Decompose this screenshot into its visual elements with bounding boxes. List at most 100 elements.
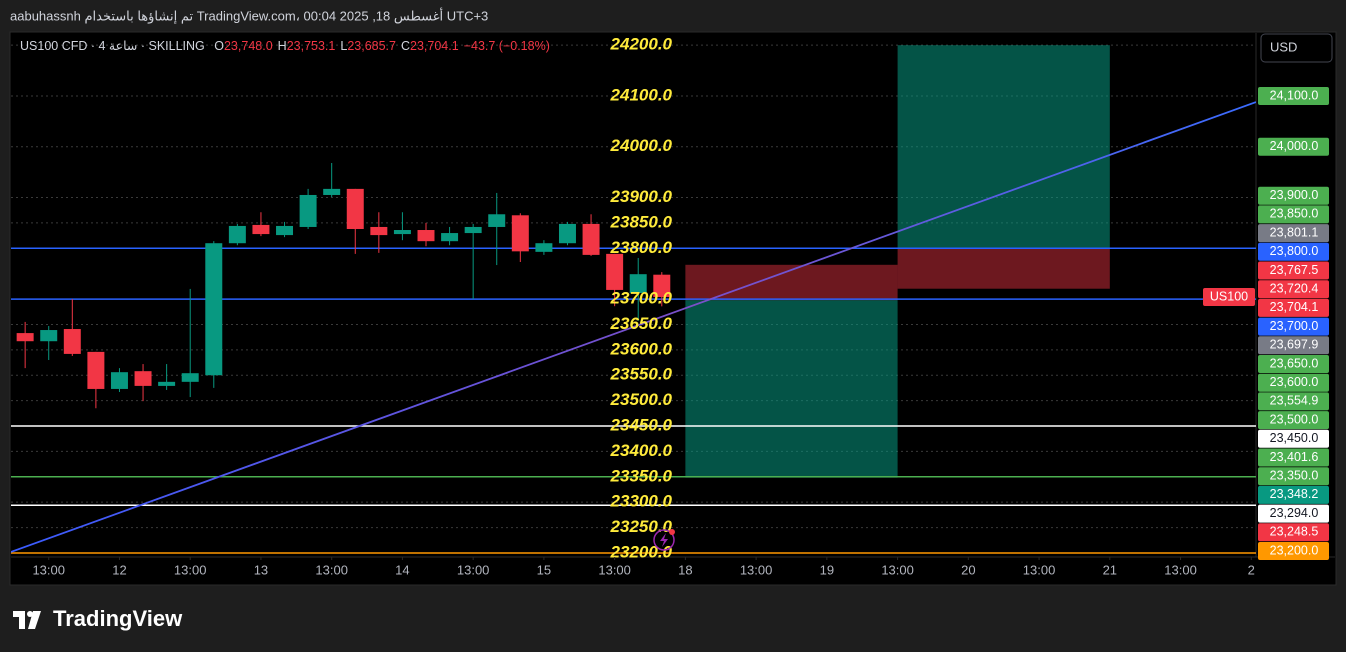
price-badge — [1258, 298, 1329, 317]
price-badge — [1258, 280, 1329, 299]
price-badge — [1258, 373, 1329, 392]
candle-body — [346, 188, 364, 229]
brand: TradingView — [53, 606, 183, 631]
price-badge — [1258, 411, 1329, 430]
candle-body — [276, 225, 294, 236]
candle-body — [488, 214, 506, 227]
trendline-layer — [11, 101, 1256, 553]
legend-key: L — [340, 39, 347, 53]
legend-value: 23,748.0 — [224, 39, 273, 53]
candle-body — [535, 243, 553, 252]
candle-body — [370, 226, 388, 236]
x-tick-label: 21 — [1103, 562, 1117, 577]
legend-key: C — [401, 39, 410, 53]
candle-body — [299, 194, 317, 227]
x-tick-label: 13:00 — [457, 562, 490, 577]
price-badge — [1258, 485, 1329, 504]
legend-key: O — [214, 39, 224, 53]
level-label: 23650.0 — [610, 314, 673, 333]
stop-zone — [897, 247, 1110, 289]
price-badge-label: 23,697.9 — [1270, 338, 1319, 352]
price-badge — [1258, 86, 1329, 105]
alert-bolt — [660, 533, 668, 547]
candle-body — [40, 330, 58, 342]
candle-body — [441, 233, 459, 242]
legend-change: −43.7 (−0.18%) — [464, 39, 550, 53]
candle-body — [63, 329, 81, 354]
chart-panel — [9, 31, 1337, 586]
price-badge-label: 23,600.0 — [1270, 375, 1319, 389]
chart-title: US100 CFD · 4 ساعة · SKILLING — [20, 39, 205, 53]
x-tick-label: 13:00 — [32, 562, 65, 577]
candle-body — [16, 333, 34, 342]
target-zone — [685, 300, 898, 478]
candle-body — [252, 224, 270, 235]
legend: US100 CFD · 4 ساعة · SKILLING O23,748.0 H… — [20, 39, 550, 53]
price-badge-label: 24,100.0 — [1270, 88, 1319, 102]
price-badge — [1258, 317, 1329, 336]
logo-dot — [27, 611, 33, 617]
level-label: 23900.0 — [610, 187, 673, 206]
price-badge-label: 24,000.0 — [1270, 139, 1319, 153]
price-badge — [1258, 205, 1329, 224]
level-label: 23300.0 — [610, 492, 673, 511]
price-badge — [1258, 467, 1329, 486]
currency-label: USD — [1270, 39, 1297, 54]
x-tick-label: 18 — [678, 562, 692, 577]
price-badge — [1258, 448, 1329, 467]
candle-body — [629, 274, 647, 293]
brand-logo — [13, 611, 41, 629]
level-label: 23800.0 — [610, 238, 673, 257]
price-badge — [1258, 224, 1329, 243]
level-label: 23850.0 — [610, 212, 673, 231]
x-tick-label: 13:00 — [174, 562, 207, 577]
candle-body — [558, 223, 576, 244]
price-badge — [1258, 392, 1329, 411]
level-label: 23600.0 — [610, 339, 673, 358]
price-badge-label: 23,401.6 — [1270, 450, 1319, 464]
price-badge — [1258, 261, 1329, 280]
level-label: 23500.0 — [610, 390, 673, 409]
price-badge-label: 23,850.0 — [1270, 207, 1319, 221]
level-label: 24100.0 — [610, 85, 673, 104]
candle-body — [134, 371, 152, 386]
level-label: 23550.0 — [610, 365, 673, 384]
price-badge-label: 23,767.5 — [1270, 263, 1319, 277]
alert-icon[interactable] — [653, 529, 675, 551]
price-badges: 24,100.0 24,000.0 23,900.0 23,850.0 23,801.1… — [1203, 86, 1329, 560]
candle-body — [158, 381, 176, 386]
legend-key: H — [278, 39, 287, 53]
candle-body — [511, 215, 529, 252]
candle-body — [323, 188, 341, 195]
candle-body — [228, 225, 246, 244]
x-tick-label: 13:00 — [598, 562, 631, 577]
price-badge — [1258, 186, 1329, 205]
x-tick-label: 13:00 — [315, 562, 348, 577]
x-tick-label: 15 — [537, 562, 551, 577]
currency-button[interactable] — [1260, 33, 1333, 63]
candle-body — [582, 223, 600, 255]
candle-body — [110, 372, 128, 389]
x-tick-label: 13:00 — [1164, 562, 1197, 577]
candle-body — [417, 230, 435, 242]
price-badge-label: 23,800.0 — [1270, 244, 1319, 258]
level-label: 23350.0 — [610, 466, 673, 485]
candle-body — [205, 243, 223, 376]
logo-shape — [28, 611, 41, 629]
price-badge-label: 23,348.2 — [1270, 487, 1319, 501]
x-tick-label: 14 — [395, 562, 409, 577]
price-badge — [1258, 355, 1329, 373]
price-badge — [1258, 542, 1329, 560]
x-tick-label: 20 — [961, 562, 975, 577]
x-tick-label: 13 — [254, 562, 268, 577]
x-tick-label: 13:00 — [740, 562, 773, 577]
candle-body — [464, 226, 482, 234]
x-axis: 13:00 12 13:00 13 13:00 14 13:00 15 13:00 18 13:00… — [32, 557, 1255, 577]
price-badge — [1258, 137, 1329, 156]
price-badge-label: 23,200.0 — [1270, 543, 1319, 557]
x-tick-label: 13:00 — [1023, 562, 1056, 577]
candle-body — [393, 230, 411, 235]
x-tick-label: 19 — [820, 562, 834, 577]
